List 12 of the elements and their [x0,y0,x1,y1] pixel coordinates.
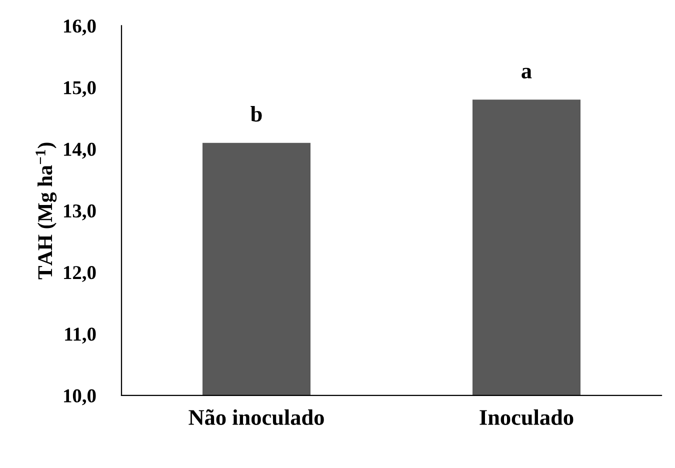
y-tick-label: 15,0 [64,81,96,98]
annotation: a [522,68,532,79]
y-axis-title: TAH (Mg ha$^{−1}$) [36,142,57,280]
y-tick-label: 12,0 [64,266,96,282]
x-tick-label: Inoculado [480,409,574,426]
y-tick-label: 14,0 [64,142,96,159]
y-tick-label: 16,0 [64,20,96,36]
x-tick-label: Não inoculado [188,409,324,426]
y-tick-label: 10,0 [64,389,96,406]
y-tick-label: 13,0 [64,204,96,220]
annotation: b [250,106,262,122]
y-tick-label: 11,0 [65,328,96,344]
